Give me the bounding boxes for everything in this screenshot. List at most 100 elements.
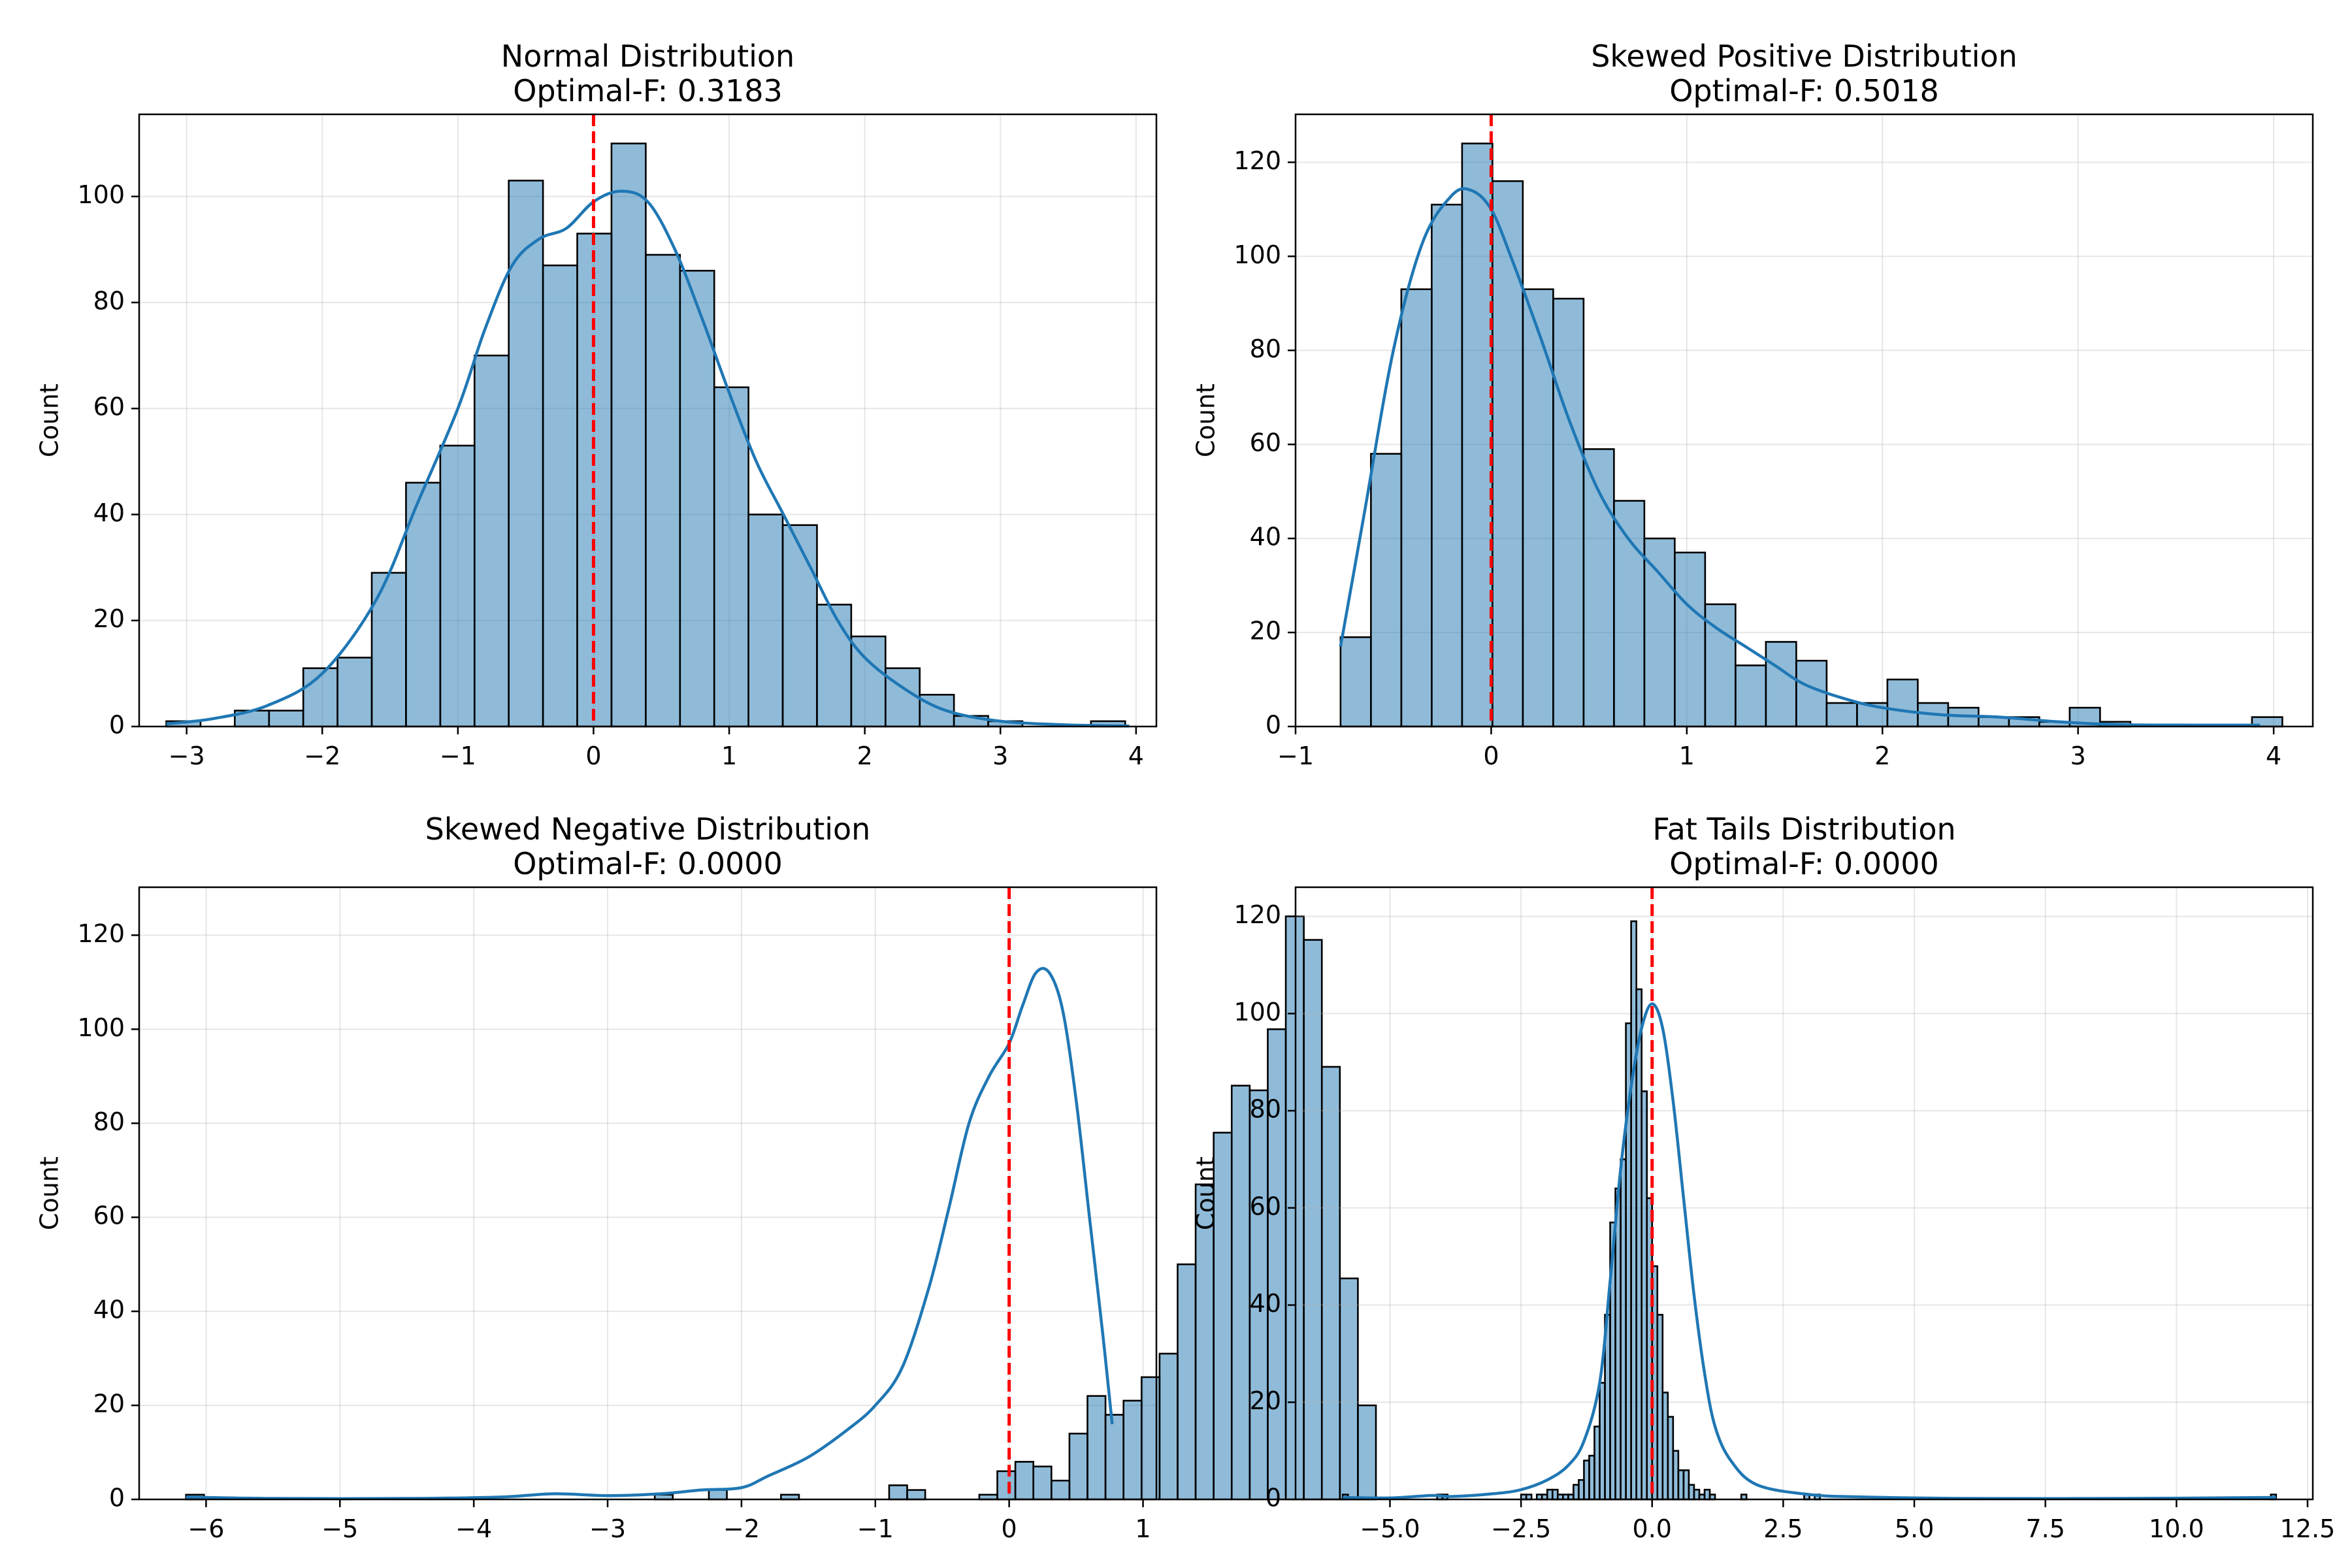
histogram-bar: [1194, 1183, 1215, 1501]
panel-normal: Normal Distribution Optimal-F: 0.3183 Co…: [35, 39, 1158, 770]
histogram-bar: [1357, 1404, 1377, 1501]
histogram-bar: [713, 386, 749, 728]
x-tick-label: 0.0: [1633, 1514, 1672, 1543]
y-tick-label: 100: [1233, 240, 1281, 269]
chart-subtitle: Optimal-F: 0.0000: [513, 846, 783, 881]
x-tick-label: 1: [1135, 1514, 1151, 1543]
plot-frame: [138, 886, 1158, 1501]
histogram-bar: [1303, 939, 1323, 1501]
x-tick-label: −1: [857, 1514, 894, 1543]
kde-curve: [186, 966, 1114, 1501]
histogram-bar: [542, 264, 578, 728]
y-tick-label: 0: [109, 1484, 125, 1512]
x-tick-label: 3: [2070, 742, 2086, 770]
histogram-bar: [1158, 1352, 1179, 1501]
y-tick-label: 0: [1266, 1484, 1281, 1512]
histogram-bar: [645, 253, 681, 728]
chart-subtitle: Optimal-F: 0.3183: [513, 73, 783, 108]
y-tick-label: 20: [93, 604, 125, 633]
x-tick-label: 1: [721, 742, 737, 770]
kde-curve: [166, 189, 1130, 728]
histogram-bar: [781, 524, 818, 728]
x-axis: −5.0 −2.5 0.0 2.5 5.0 7.5 10.0 12.5: [1360, 1499, 2335, 1543]
x-tick-label: 4: [1128, 742, 1144, 770]
histogram-bar: [996, 1470, 1017, 1501]
panel-skewed-positive: Skewed Positive Distribution Optimal-F: …: [1192, 39, 2314, 770]
histogram-bar: [1230, 1085, 1251, 1501]
histogram-bar: [1795, 659, 1828, 728]
plot-frame: [1294, 113, 2314, 728]
x-tick-label: 12.5: [2280, 1514, 2336, 1543]
y-axis-label: Count: [35, 384, 64, 457]
histogram-bar: [1765, 641, 1797, 728]
x-tick-label: 1: [1679, 742, 1695, 770]
x-tick-label: −6: [188, 1514, 224, 1543]
y-tick-label: 80: [93, 286, 125, 315]
histogram-bar: [1051, 1479, 1071, 1501]
y-tick-label: 40: [93, 498, 125, 527]
y-axis-label: Count: [1192, 384, 1220, 457]
x-tick-label: 5.0: [1895, 1514, 1934, 1543]
x-tick-label: 4: [2266, 742, 2281, 770]
histogram-bar: [1339, 636, 1372, 728]
x-axis: −6 −5 −4 −3 −2 −1 0 1: [188, 1499, 1151, 1543]
histogram-bar: [1552, 297, 1585, 728]
x-tick-label: 0: [1483, 742, 1499, 770]
y-tick-label: 0: [109, 711, 125, 740]
x-tick-label: −4: [455, 1514, 492, 1543]
x-tick-label: −5.0: [1360, 1514, 1420, 1543]
y-axis-label: Count: [35, 1156, 64, 1230]
histogram-bar: [850, 635, 887, 728]
y-tick-label: 60: [1250, 429, 1281, 457]
histogram-bar: [679, 270, 715, 728]
x-tick-label: 10.0: [2149, 1514, 2204, 1543]
chart-title: Skewed Positive Distribution: [1591, 39, 2017, 74]
x-tick-label: 2.5: [1763, 1514, 1803, 1543]
histogram-bar: [1267, 1028, 1287, 1501]
histogram-bar: [302, 667, 338, 728]
y-tick-label: 20: [93, 1390, 125, 1418]
histogram-bar: [1032, 1465, 1053, 1501]
bars: [185, 915, 1377, 1501]
x-tick-label: −2.5: [1491, 1514, 1551, 1543]
chart-title: Skewed Negative Distribution: [425, 811, 871, 847]
histogram-bar: [1014, 1461, 1035, 1501]
y-tick-label: 0: [1266, 711, 1281, 740]
kde-curve: [1339, 187, 2261, 727]
x-tick-label: −5: [321, 1514, 358, 1543]
y-tick-label: 120: [1233, 900, 1281, 929]
y-tick-label: 80: [1250, 1095, 1281, 1124]
histogram-bar: [1431, 203, 1463, 728]
histogram-bar: [1177, 1263, 1197, 1501]
histogram-bar: [1492, 180, 1524, 728]
y-axis-label: Count: [1192, 1156, 1220, 1230]
x-tick-label: 2: [857, 742, 873, 770]
y-tick-label: 40: [93, 1296, 125, 1324]
y-tick-label: 40: [1250, 523, 1281, 551]
x-tick-label: −3: [169, 742, 205, 770]
histogram-bar: [816, 604, 853, 728]
histogram-bar: [473, 354, 510, 728]
y-axis: 0 20 40 60 80 100 120: [77, 919, 139, 1512]
y-tick-label: 120: [77, 919, 125, 948]
chart-subtitle: Optimal-F: 0.0000: [1669, 846, 1939, 881]
x-tick-label: −1: [440, 742, 476, 770]
histogram-bar: [1735, 664, 1767, 728]
y-tick-label: 20: [1250, 617, 1281, 645]
y-tick-label: 100: [77, 1013, 125, 1042]
chart-subtitle: Optimal-F: 0.5018: [1669, 73, 1939, 108]
x-tick-label: −3: [589, 1514, 626, 1543]
x-tick-label: 7.5: [2025, 1514, 2065, 1543]
histogram-bar: [1613, 500, 1646, 728]
y-tick-label: 80: [93, 1107, 125, 1136]
histogram-bar: [1104, 1414, 1124, 1501]
kde-curve: [1343, 1002, 2276, 1500]
histogram-bar: [1522, 288, 1554, 728]
y-tick-label: 60: [93, 393, 125, 421]
histogram-bar: [1068, 1432, 1088, 1501]
y-axis: 0 20 40 60 80 100 120: [1233, 146, 1296, 740]
x-tick-label: 3: [992, 742, 1008, 770]
histogram-bar: [1400, 288, 1433, 728]
panel-skewed-negative: Skewed Negative Distribution Optimal-F: …: [35, 811, 1377, 1543]
